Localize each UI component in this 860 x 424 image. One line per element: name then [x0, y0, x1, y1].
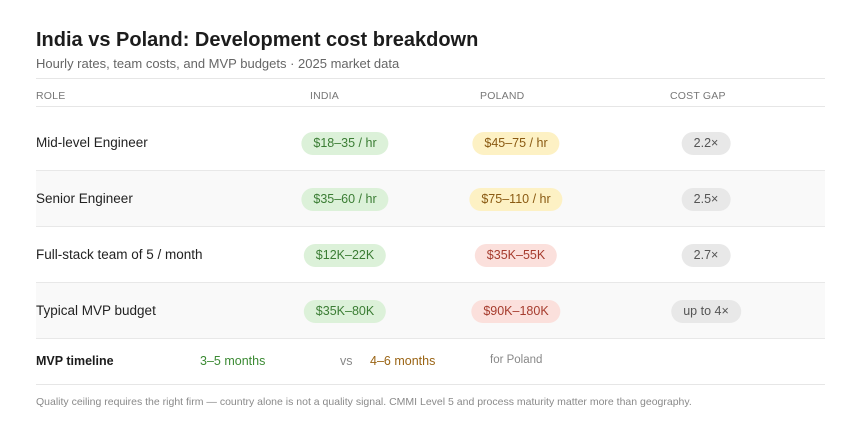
header-divider — [36, 78, 825, 79]
column-header-cost-gap: COST GAP — [670, 90, 726, 102]
poland-rate-badge: $75–110 / hr — [469, 188, 563, 211]
table-row: Full-stack team of 5 / month $12K–22K $3… — [36, 227, 825, 283]
column-header-role: ROLE — [36, 90, 66, 102]
india-rate-badge: $35K–80K — [303, 300, 387, 323]
timeline-india-value: 3–5 months — [200, 354, 266, 368]
poland-rate-badge: $35K–55K — [474, 244, 558, 267]
poland-rate-badge: $45–75 / hr — [472, 132, 560, 155]
timeline-poland-value: 4–6 months — [370, 354, 436, 368]
timeline-label: MVP timeline — [36, 354, 114, 368]
cost-gap-badge: 2.7× — [681, 244, 731, 267]
timeline-suffix: for Poland — [490, 354, 543, 366]
table-row: Typical MVP budget $35K–80K $90K–180K up… — [36, 283, 825, 339]
table-row: Senior Engineer $35–60 / hr $75–110 / hr… — [36, 171, 825, 227]
cost-gap-badge: 2.5× — [681, 188, 731, 211]
column-header-india: INDIA — [310, 90, 340, 102]
page-subtitle: Hourly rates, team costs, and MVP budget… — [36, 56, 400, 71]
cost-gap-badge: 2.2× — [681, 132, 731, 155]
row-role-label: Mid-level Engineer — [36, 135, 148, 150]
footnote: Quality ceiling requires the right firm … — [36, 396, 692, 408]
row-role-label: Typical MVP budget — [36, 303, 156, 318]
column-header-poland: POLAND — [480, 90, 525, 102]
india-rate-badge: $12K–22K — [303, 244, 387, 267]
row-role-label: Senior Engineer — [36, 191, 133, 206]
timeline-vs-text: vs — [340, 354, 353, 368]
column-header-divider — [36, 106, 825, 107]
page-title: India vs Poland: Development cost breakd… — [36, 29, 479, 51]
poland-rate-badge: $90K–180K — [471, 300, 561, 323]
india-rate-badge: $35–60 / hr — [301, 188, 389, 211]
cost-gap-badge: up to 4× — [671, 300, 741, 323]
india-rate-badge: $18–35 / hr — [301, 132, 389, 155]
footer-divider — [36, 384, 825, 385]
table-row: Mid-level Engineer $18–35 / hr $45–75 / … — [36, 115, 825, 171]
row-role-label: Full-stack team of 5 / month — [36, 247, 203, 262]
